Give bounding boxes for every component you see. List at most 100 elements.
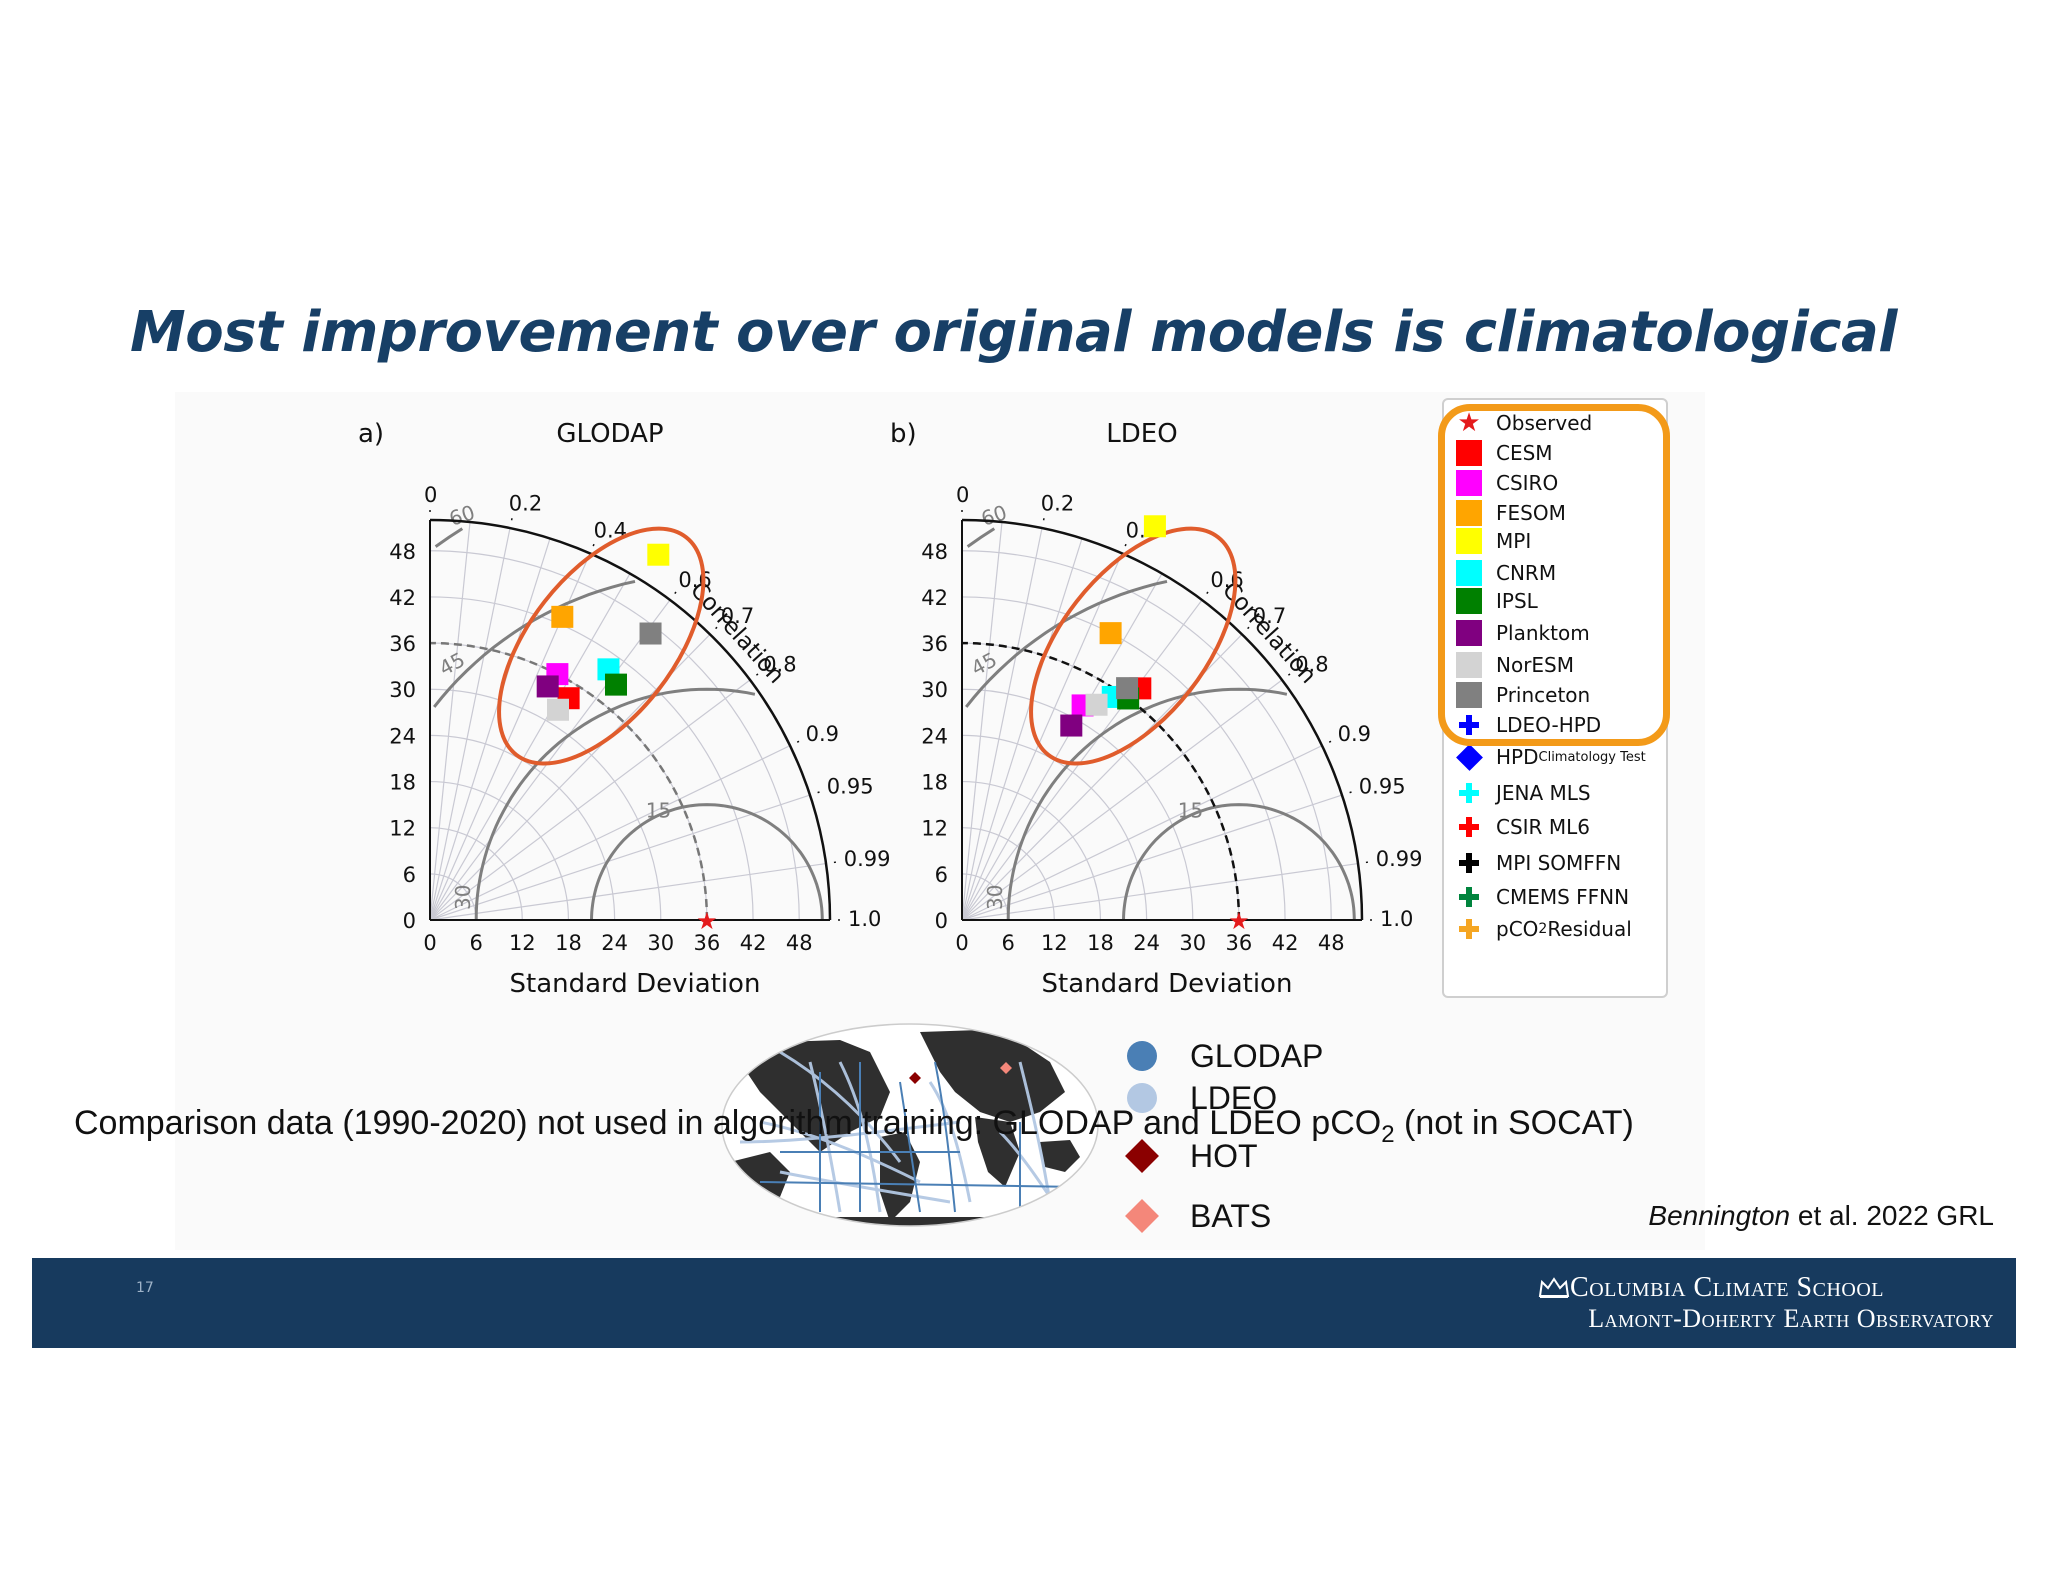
correlation-grid-ray <box>429 527 511 921</box>
legend-item-ldeo-hpd: LDEO-HPD <box>1444 710 1601 740</box>
citation-rest: et al. 2022 GRL <box>1790 1200 1994 1231</box>
correlation-grid-ray <box>429 679 751 921</box>
data-point-noresm <box>547 698 569 721</box>
std-tick-label: 36 <box>1226 931 1253 955</box>
legend-label: Planktom <box>1496 621 1590 645</box>
legend-label: pCO <box>1496 917 1539 941</box>
correlation-grid-ray <box>961 794 1343 921</box>
data-point-mpi <box>1143 515 1166 538</box>
std-grid-arc <box>429 550 800 921</box>
correlation-grid-ray <box>961 679 1283 921</box>
legend-item-csir-ml6: CSIR ML6 <box>1444 812 1590 842</box>
taylor-diagram-ldeo: 1530456000661212181824243030363642424848… <box>890 419 1423 999</box>
correlation-tick <box>1287 673 1291 676</box>
citation: Bennington et al. 2022 GRL <box>1648 1200 1994 1232</box>
square-marker-icon <box>1452 468 1486 498</box>
std-tick-label: 24 <box>601 931 628 955</box>
marker-shape <box>1456 470 1482 496</box>
legend-label-suffix: Residual <box>1547 917 1632 941</box>
correlation-grid-ray <box>961 538 1083 921</box>
correlation-tick-label: 0.99 <box>844 847 891 871</box>
correlation-tick-label: 0.95 <box>1359 775 1406 799</box>
legend-item-princeton: Princeton <box>1444 680 1590 710</box>
rms-contour <box>434 527 464 548</box>
x-axis-label: Standard Deviation <box>1042 969 1293 999</box>
marker-shape <box>1456 588 1482 614</box>
rms-contour <box>474 687 756 921</box>
legend-item-planktom: Planktom <box>1444 618 1590 648</box>
legend-item-noresm: NorESM <box>1444 650 1574 680</box>
map-legend-label: BATS <box>1190 1197 1272 1234</box>
legend-label: LDEO-HPD <box>1496 713 1602 737</box>
legend-label: CMEMS FFNN <box>1496 885 1630 909</box>
std-tick-label: 6 <box>935 863 948 887</box>
std-tick-label: 0 <box>403 909 416 933</box>
observed-star-icon: ★ <box>1228 907 1250 935</box>
std-tick-label: 12 <box>921 817 948 841</box>
legend-label: FESOM <box>1496 501 1566 525</box>
map-legend-label: LDEO <box>1190 1079 1278 1116</box>
panel-label: b) <box>890 419 917 449</box>
std-tick-label: 12 <box>389 817 416 841</box>
std-tick-label: 0 <box>935 909 948 933</box>
map-legend-item-bats: BATS <box>1120 1196 1271 1236</box>
plus-marker-icon <box>1452 914 1486 944</box>
std-grid-arc <box>961 734 1148 921</box>
caption: Comparison data (1990-2020) not used in … <box>74 1100 1634 1158</box>
correlation-tick-label: 0.6 <box>1210 568 1243 592</box>
caption-text-end: (not in SOCAT) <box>1394 1104 1634 1142</box>
correlation-tick <box>1349 791 1352 794</box>
correlation-tick-label: 0.2 <box>1041 492 1074 516</box>
model-legend: ★ Observed CESM CSIRO FESOM MPI CNRM IPSL Plankt… <box>1442 398 1668 998</box>
correlation-grid-ray <box>961 527 1043 921</box>
correlation-grid-ray <box>429 794 811 921</box>
correlation-tick <box>1206 591 1209 595</box>
legend-item-cesm: CESM <box>1444 438 1553 468</box>
taylor-diagram-glodap: 1530456000661212181824243030363642424848… <box>358 419 891 999</box>
rms-contour-label: 60 <box>978 500 1010 531</box>
legend-label: IPSL <box>1496 589 1538 613</box>
correlation-grid-ray <box>429 538 551 921</box>
square-marker-icon <box>1452 438 1486 468</box>
std-tick-label: 30 <box>921 678 948 702</box>
data-point-noresm <box>1085 693 1108 716</box>
correlation-grid-ray <box>961 553 1123 921</box>
marker-shape <box>1127 1041 1157 1071</box>
circle-marker-icon <box>1120 1041 1164 1071</box>
std-grid-arc <box>961 596 1286 921</box>
legend-item-csiro: CSIRO <box>1444 468 1558 498</box>
caption-text: Comparison data (1990-2020) not used in … <box>74 1104 1382 1142</box>
std-tick-label: 24 <box>921 724 948 748</box>
correlation-grid-ray <box>961 599 1203 921</box>
diamond-marker-icon <box>1120 1199 1164 1233</box>
std-grid-arc <box>961 780 1102 921</box>
marker-shape <box>1456 560 1482 586</box>
correlation-tick <box>592 543 595 547</box>
legend-label: CNRM <box>1496 561 1557 585</box>
chart-title: LDEO <box>1106 419 1177 449</box>
caption-subscript: 2 <box>1381 1120 1395 1148</box>
std-tick-label: 42 <box>740 931 767 955</box>
legend-label: HPD <box>1496 745 1539 769</box>
marker-shape <box>1455 743 1483 771</box>
observed-std-arc <box>961 641 1241 921</box>
correlation-tick-label: 0.99 <box>1376 847 1423 871</box>
std-grid-arc <box>429 734 616 921</box>
correlation-grid-ray <box>961 745 1323 921</box>
square-marker-icon <box>1452 650 1486 680</box>
legend-label: Observed <box>1496 411 1593 435</box>
brand-columbia: Columbia Climate School <box>1570 1272 1884 1303</box>
std-tick-label: 12 <box>509 931 536 955</box>
rms-contour <box>965 579 1168 708</box>
correlation-tick-label: 0.9 <box>1338 722 1371 746</box>
legend-item-cnrm: CNRM <box>1444 558 1556 588</box>
correlation-grid-ray <box>961 862 1359 921</box>
std-tick-label: 24 <box>389 724 416 748</box>
x-axis-label: Standard Deviation <box>510 969 761 999</box>
marker-shape <box>1459 919 1479 939</box>
std-tick-label: 42 <box>921 586 948 610</box>
plus-marker-icon <box>1452 848 1486 878</box>
marker-shape <box>1456 652 1482 678</box>
correlation-tick <box>1124 543 1127 547</box>
